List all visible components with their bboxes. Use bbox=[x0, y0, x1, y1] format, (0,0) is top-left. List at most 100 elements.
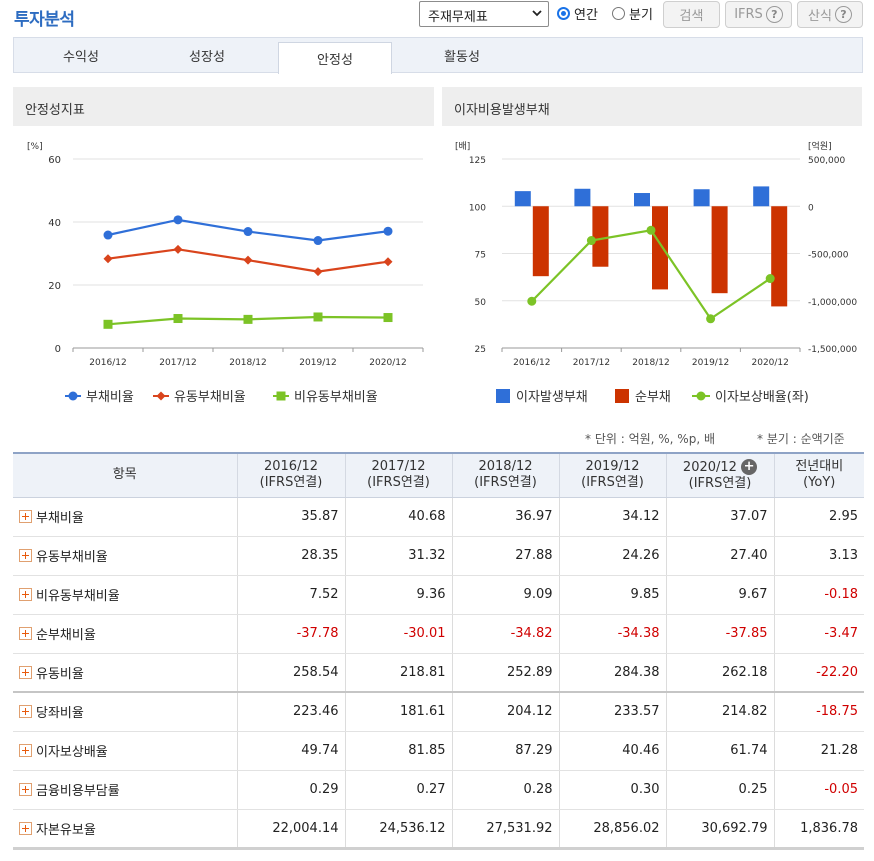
value-cell: 0.29 bbox=[236, 770, 345, 810]
row-label: 이자보상배율 bbox=[36, 745, 108, 760]
value-cell: 27,531.92 bbox=[451, 809, 559, 850]
value-cell: 31.32 bbox=[344, 536, 452, 576]
value-cell: 34.12 bbox=[558, 497, 666, 537]
value-cell: 218.81 bbox=[344, 653, 452, 693]
y-axis-unit: [%] bbox=[27, 142, 43, 152]
value-cell: 28,856.02 bbox=[558, 809, 666, 850]
stability-table: 항목 2016/12 (IFRS연결) 2017/12 (IFRS연결) 2018/… bbox=[13, 452, 864, 850]
value-cell: 24.26 bbox=[558, 536, 666, 576]
bar bbox=[693, 189, 710, 207]
row-label-cell: 금융비용부담률 bbox=[13, 770, 237, 810]
header-period: 2018/12 bbox=[478, 459, 533, 475]
tab-label: 성장성 bbox=[189, 50, 225, 65]
header-period: 2020/12 bbox=[682, 459, 737, 475]
row-label-cell: 유동부채비율 bbox=[13, 536, 237, 576]
value-cell: 35.87 bbox=[236, 497, 345, 537]
y-left-tick-label: 100 bbox=[469, 203, 486, 213]
data-point bbox=[706, 314, 716, 324]
data-point bbox=[313, 267, 323, 277]
row-label: 순부채비율 bbox=[36, 628, 96, 643]
search-button[interactable]: 검색 bbox=[663, 1, 720, 28]
y-tick-label: 0 bbox=[55, 344, 61, 355]
add-column-icon[interactable]: + bbox=[741, 458, 758, 475]
tab-stability[interactable]: 안정성 bbox=[278, 42, 392, 74]
panel-title: 안정성지표 bbox=[13, 87, 434, 126]
data-point bbox=[313, 312, 323, 322]
legend-label: 유동부채비율 bbox=[174, 390, 246, 405]
statement-select[interactable]: 주재무제표 bbox=[419, 1, 549, 27]
radio-checked-icon bbox=[557, 6, 570, 20]
value-cell: 37.07 bbox=[665, 497, 774, 537]
y-tick-label: 40 bbox=[48, 218, 61, 229]
y-left-tick-label: 50 bbox=[475, 298, 487, 308]
data-point bbox=[103, 319, 113, 329]
data-point bbox=[103, 230, 113, 240]
data-point bbox=[173, 215, 183, 225]
interest-debt-combo-chart: [배] [억원] 25 50 75 100 125 500,000 0 -500,000 -1,00… bbox=[455, 140, 857, 405]
row-label: 부채비율 bbox=[36, 511, 84, 526]
value-cell: 0.28 bbox=[451, 770, 559, 810]
radio-annual[interactable]: 연간 bbox=[557, 3, 598, 23]
radio-quarter[interactable]: 분기 bbox=[612, 3, 653, 23]
tab-label: 활동성 bbox=[444, 50, 480, 65]
unit-note: * 단위 : 억원, %, %p, 배 bbox=[585, 432, 715, 446]
ifrs-help-button[interactable]: IFRS ? bbox=[725, 1, 792, 28]
bar bbox=[652, 206, 668, 290]
value-cell: 9.67 bbox=[665, 575, 774, 615]
column-header: 2020/12 + (IFRS연결) bbox=[665, 452, 774, 498]
data-point bbox=[173, 244, 183, 254]
column-header: 항목 bbox=[13, 452, 237, 498]
value-cell: 21.28 bbox=[773, 731, 864, 771]
expand-plus-icon[interactable] bbox=[19, 783, 32, 796]
stability-chart-panel: 안정성지표 [%] 0 20 40 60 2016/12 2017/12 2018/12 201… bbox=[13, 87, 434, 409]
formula-help-button[interactable]: 산식 ? bbox=[797, 1, 863, 28]
question-icon: ? bbox=[834, 6, 852, 23]
value-cell: 9.09 bbox=[451, 575, 559, 615]
bar bbox=[771, 206, 788, 307]
x-tick-label: 2019/12 bbox=[299, 358, 336, 368]
value-cell: 28.35 bbox=[236, 536, 345, 576]
page-header: 투자분석 주재무제표 연간 분기 검색 IFRS ? 산식 ? bbox=[0, 0, 874, 34]
quarter-note: * 분기 : 순액기준 bbox=[757, 432, 845, 446]
column-header: 2018/12 (IFRS연결) bbox=[451, 452, 559, 498]
ifrs-button-label: IFRS bbox=[734, 7, 763, 22]
value-cell: 27.40 bbox=[665, 536, 774, 576]
row-label-cell: 당좌비율 bbox=[13, 692, 237, 732]
expand-plus-icon[interactable] bbox=[19, 821, 32, 835]
expand-plus-icon[interactable] bbox=[19, 744, 32, 757]
expand-plus-icon[interactable] bbox=[19, 627, 32, 640]
value-cell: 2.95 bbox=[773, 497, 864, 537]
expand-plus-icon[interactable] bbox=[19, 510, 32, 523]
expand-plus-icon[interactable] bbox=[19, 705, 32, 719]
y-tick-label: 20 bbox=[48, 281, 61, 292]
page-title: 투자분석 bbox=[14, 10, 75, 30]
value-cell: 252.89 bbox=[451, 653, 559, 693]
tab-label: 수익성 bbox=[63, 50, 99, 65]
header-period: 2019/12 bbox=[585, 459, 640, 475]
data-point bbox=[383, 313, 393, 323]
table-row: 순부채비율 -37.78 -30.01 -34.82 -34.38 -37.85 -3.47 bbox=[13, 614, 864, 654]
expand-plus-icon[interactable] bbox=[19, 549, 32, 562]
value-cell: 0.30 bbox=[558, 770, 666, 810]
value-cell: 3.13 bbox=[773, 536, 864, 576]
formula-button-label: 산식 bbox=[808, 9, 832, 24]
radio-quarter-label: 분기 bbox=[629, 7, 653, 23]
tab-activity[interactable]: 활동성 bbox=[405, 38, 519, 73]
expand-plus-icon[interactable] bbox=[19, 665, 32, 679]
value-cell: 36.97 bbox=[451, 497, 559, 537]
legend-marker bbox=[156, 391, 166, 401]
expand-plus-icon[interactable] bbox=[19, 588, 32, 601]
x-tick-label: 2020/12 bbox=[752, 358, 789, 368]
value-cell: 0.27 bbox=[344, 770, 452, 810]
radio-annual-label: 연간 bbox=[574, 7, 598, 23]
value-cell: 9.36 bbox=[344, 575, 452, 615]
tab-growth[interactable]: 성장성 bbox=[150, 38, 264, 73]
table-row: 자본유보율 22,004.14 24,536.12 27,531.92 28,856.0… bbox=[13, 809, 864, 850]
header-basis: (IFRS연결) bbox=[367, 475, 430, 491]
legend-swatch bbox=[496, 389, 510, 403]
row-label-cell: 순부채비율 bbox=[13, 614, 237, 654]
value-cell: -0.05 bbox=[773, 770, 864, 810]
value-cell: 81.85 bbox=[344, 731, 452, 771]
value-cell: 258.54 bbox=[236, 653, 345, 693]
tab-profitability[interactable]: 수익성 bbox=[24, 38, 138, 73]
